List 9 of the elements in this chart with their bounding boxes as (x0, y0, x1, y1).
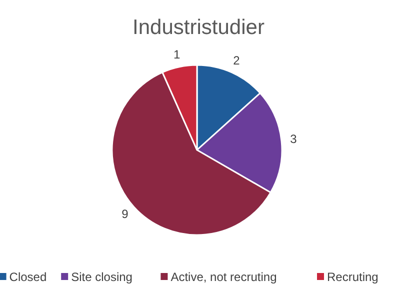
legend-label: Closed (9, 270, 47, 284)
legend-label: Active, not recruting (170, 270, 277, 284)
legend-label: Recruting (327, 270, 378, 284)
data-label: 1 (173, 47, 180, 62)
chart-title: Industristudier (132, 16, 264, 39)
legend-label: Site closing (71, 270, 132, 284)
data-label: 3 (290, 132, 298, 146)
data-label: 2 (233, 54, 240, 68)
data-label: 9 (122, 207, 129, 222)
